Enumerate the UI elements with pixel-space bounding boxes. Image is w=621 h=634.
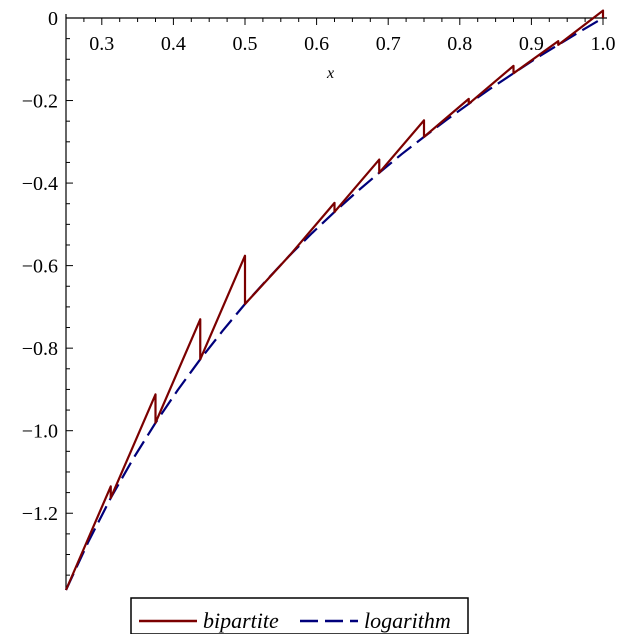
x-axis-label: x <box>326 65 334 82</box>
x-tick-label: 0.8 <box>447 33 472 55</box>
series-line-bipartite <box>64 9 605 591</box>
y-tick-label: −0.2 <box>22 91 58 113</box>
axes: 0.3 0.4 0.5 0.6 0.7 0.8 0.9 1.0 0 −0.2 −0.4 −0.6 −0… <box>22 8 616 590</box>
legend-box <box>130 597 469 634</box>
y-tick-label: −0.4 <box>22 173 58 195</box>
x-tick-label: 1.0 <box>591 33 616 55</box>
y-tick-label: 0 <box>48 8 58 30</box>
legend-label-logarithm: logarithm <box>364 608 451 633</box>
x-tick-label: 0.4 <box>161 33 186 55</box>
y-tick-label: −0.8 <box>22 338 58 360</box>
y-tick-label: −1.0 <box>22 421 58 443</box>
x-ticks: 0.3 0.4 0.5 0.6 0.7 0.8 0.9 1.0 <box>65 18 616 55</box>
legend: bipartite logarithm <box>130 597 469 634</box>
legend-label-bipartite: bipartite <box>203 608 279 633</box>
y-tick-label: −1.2 <box>22 503 58 525</box>
series-line-logarithm <box>65 17 604 591</box>
x-tick-label: 0.6 <box>304 33 329 55</box>
y-ticks: 0 −0.2 −0.4 −0.6 −0.8 −1.0 −1.2 <box>22 8 73 576</box>
plot-series <box>64 9 605 591</box>
x-tick-label: 0.5 <box>233 33 258 55</box>
y-tick-label: −0.6 <box>22 256 58 278</box>
x-tick-label: 0.3 <box>89 33 114 55</box>
x-tick-label: 0.7 <box>376 33 401 55</box>
x-tick-label: 0.9 <box>519 33 544 55</box>
